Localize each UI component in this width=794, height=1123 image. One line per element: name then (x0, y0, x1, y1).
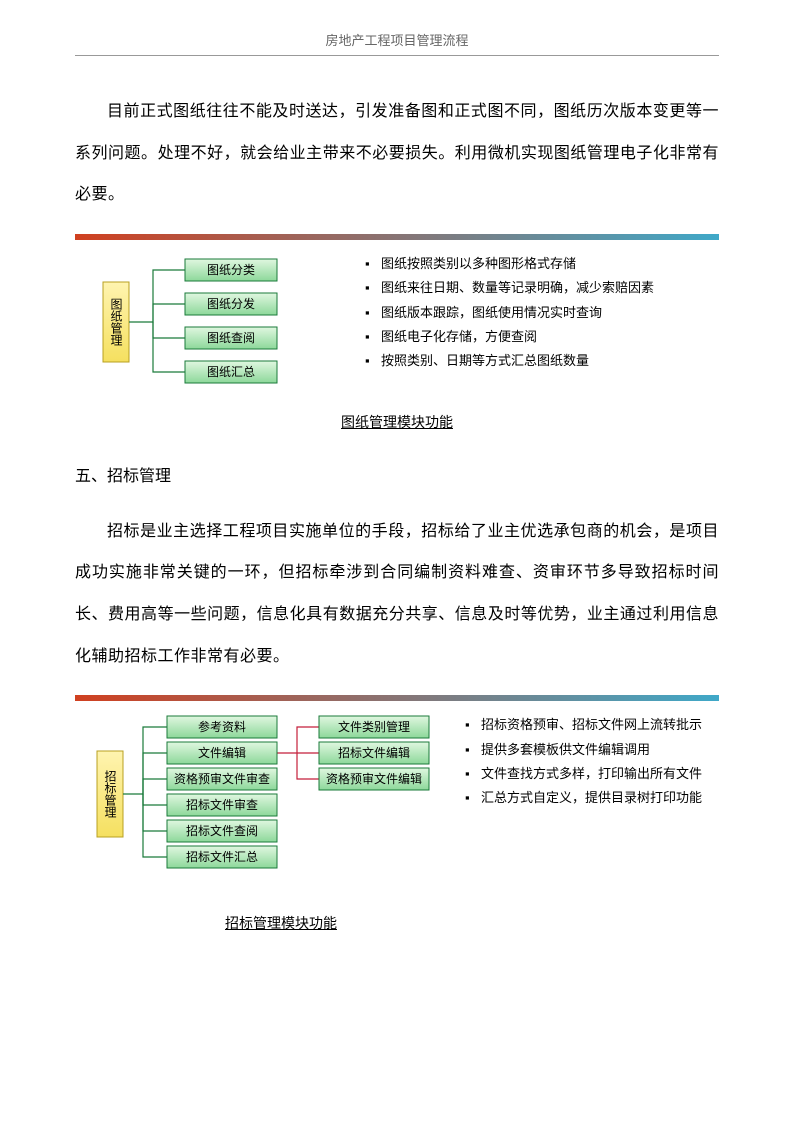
bullet-item: 提供多套模板供文件编辑调用 (463, 738, 719, 761)
bullet-item: 图纸版本跟踪，图纸使用情况实时查询 (363, 301, 719, 324)
diagram-1-caption: 图纸管理模块功能 (75, 412, 719, 432)
page-header: 房地产工程项目管理流程 (75, 30, 719, 56)
bullet-item: 图纸按照类别以多种图形格式存储 (363, 252, 719, 275)
svg-text:图纸汇总: 图纸汇总 (207, 365, 255, 379)
bullet-item: 图纸电子化存储，方便查阅 (363, 325, 719, 348)
svg-text:文件类别管理: 文件类别管理 (338, 719, 410, 734)
bullet-item: 图纸来往日期、数量等记录明确，减少索赔因素 (363, 276, 719, 299)
diagram-1-svg: 图纸管理 图纸分类图纸分发图纸查阅图纸汇总 (75, 252, 355, 392)
d1-root-label: 图纸管理 (109, 298, 123, 346)
diagram-1-rule (75, 234, 719, 240)
paragraph-2: 招标是业主选择工程项目实施单位的手段，招标给了业主优选承包商的机会，是项目成功实… (75, 511, 719, 677)
svg-text:图纸分发: 图纸分发 (207, 296, 255, 311)
diagram-1-bullets: 图纸按照类别以多种图形格式存储图纸来往日期、数量等记录明确，减少索赔因素图纸版本… (363, 252, 719, 373)
diagram-1: 图纸管理 图纸分类图纸分发图纸查阅图纸汇总 图纸按照类别以多种图形格式存储图纸来… (75, 234, 719, 432)
svg-text:招标文件查阅: 招标文件查阅 (186, 823, 258, 838)
diagram-2-rule (75, 695, 719, 701)
svg-text:招标文件汇总: 招标文件汇总 (186, 849, 258, 864)
svg-text:文件编辑: 文件编辑 (198, 745, 246, 760)
diagram-2: 招标管理 参考资料文件编辑资格预审文件审查招标文件审查招标文件查阅招标文件汇总 (75, 695, 719, 933)
bullet-item: 文件查找方式多样，打印输出所有文件 (463, 762, 719, 785)
bullet-item: 汇总方式自定义，提供目录树打印功能 (463, 786, 719, 809)
diagram-2-caption: 招标管理模块功能 (225, 913, 719, 933)
svg-text:资格预审文件审查: 资格预审文件审查 (174, 771, 270, 786)
bullet-item: 招标资格预审、招标文件网上流转批示 (463, 713, 719, 736)
svg-text:图纸分类: 图纸分类 (207, 263, 255, 277)
diagram-2-svg: 招标管理 参考资料文件编辑资格预审文件审查招标文件审查招标文件查阅招标文件汇总 (75, 713, 455, 893)
svg-text:图纸查阅: 图纸查阅 (207, 331, 255, 345)
svg-text:参考资料: 参考资料 (198, 719, 246, 734)
bullet-item: 按照类别、日期等方式汇总图纸数量 (363, 349, 719, 372)
paragraph-1: 目前正式图纸往往不能及时送达，引发准备图和正式图不同，图纸历次版本变更等一系列问… (75, 91, 719, 216)
section-5-title: 五、招标管理 (75, 462, 719, 486)
svg-text:资格预审文件编辑: 资格预审文件编辑 (326, 771, 422, 786)
svg-text:招标文件编辑: 招标文件编辑 (338, 745, 410, 760)
svg-text:招标文件审查: 招标文件审查 (186, 797, 258, 812)
d2-root-label: 招标管理 (103, 770, 117, 818)
diagram-2-bullets: 招标资格预审、招标文件网上流转批示提供多套模板供文件编辑调用文件查找方式多样，打… (463, 713, 719, 810)
